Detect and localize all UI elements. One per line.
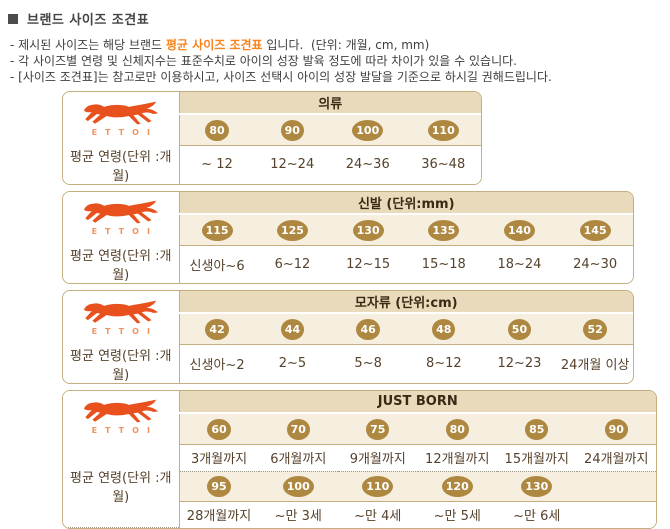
age-cell: 5~8 [330, 345, 406, 383]
empty-cell [577, 501, 657, 528]
size-badge: 140 [504, 220, 535, 241]
row-label: 평균 연령(단위 :개월) [63, 245, 179, 283]
size-badge: 130 [521, 476, 552, 497]
size-badge: 135 [428, 220, 459, 241]
brand-logo: ETTOI [63, 101, 179, 137]
age-cell: 3개월까지 [179, 444, 259, 471]
age-cell: 15개월까지 [497, 444, 577, 471]
age-row: 평균 연령(단위 :개월) 3개월까지 6개월까지 9개월까지 12개월까지 1… [63, 444, 656, 471]
size-badge: 145 [580, 220, 611, 241]
row-label: 평균 연령(단위 :개월) [63, 146, 179, 184]
age-cell: 18~24 [482, 245, 558, 283]
age-cell: ~만 4세 [338, 501, 418, 528]
age-cell: 15~18 [406, 245, 482, 283]
horse-logo-icon [77, 101, 165, 127]
empty-cell [577, 471, 657, 501]
table-header-justborn: JUST BORN [179, 391, 656, 413]
table-header-clothing: 의류 [179, 92, 481, 114]
age-cell: ~만 3세 [259, 501, 339, 528]
note-line-3: - [사이즈 조견표]는 참고로만 이용하시고, 사이즈 선택시 아이의 성장 … [10, 69, 670, 85]
age-cell: ~만 6세 [497, 501, 577, 528]
size-badge: 110 [362, 476, 393, 497]
table-header-hats: 모자류 (단위:cm) [179, 291, 633, 313]
size-badge: 100 [352, 120, 383, 141]
brand-logo-text: ETTOI [92, 427, 158, 435]
age-cell: 12~15 [330, 245, 406, 283]
size-badge: 85 [525, 419, 548, 440]
age-cell: 24개월 이상 [557, 345, 633, 383]
size-badge: 125 [277, 220, 308, 241]
size-badge: 80 [446, 419, 469, 440]
size-badge: 115 [202, 220, 233, 241]
brand-logo-cell: ETTOI [63, 192, 179, 246]
age-cell: ~ 12 [179, 146, 255, 184]
section-title-row: 브랜드 사이즈 조견표 [8, 9, 670, 28]
horse-logo-icon [77, 300, 165, 326]
age-row: 평균 연령(단위 :개월) 신생아~2 2~5 5~8 8~12 12~23 2… [63, 345, 633, 383]
note-line-1: - 제시된 사이즈는 해당 브랜드 평균 사이즈 조견표 입니다. (단위: 개… [10, 37, 670, 53]
size-badge: 42 [205, 319, 228, 340]
brand-logo-text: ETTOI [92, 328, 158, 336]
size-badge: 120 [442, 476, 473, 497]
age-cell: 신생아~6 [179, 245, 255, 283]
size-badge: 52 [583, 319, 606, 340]
age-cell: 24개월까지 [577, 444, 657, 471]
highlight-text: 평균 사이즈 조견표 [166, 38, 263, 52]
size-badge: 70 [287, 419, 310, 440]
age-cell: ~만 5세 [418, 501, 498, 528]
size-badge: 60 [207, 419, 230, 440]
age-cell: 28개월까지 [179, 501, 259, 528]
table-header-shoes: 신발 (단위:mm) [179, 192, 633, 214]
brand-logo-text: ETTOI [92, 228, 158, 236]
brand-logo-cell: ETTOI [63, 291, 179, 345]
age-cell: 6개월까지 [259, 444, 339, 471]
brand-logo-cell: ETTOI [63, 391, 179, 445]
size-badge: 50 [508, 319, 531, 340]
horse-logo-icon [77, 200, 165, 226]
size-table-shoes: ETTOI 신발 (단위:mm) 115 125 130 135 140 145… [62, 191, 634, 285]
age-cell: 36~48 [406, 146, 482, 184]
brand-logo: ETTOI [63, 200, 179, 236]
brand-logo: ETTOI [63, 300, 179, 336]
size-table-justborn: ETTOI JUST BORN 60 70 75 80 85 90 평균 연령(… [62, 390, 657, 529]
row-label: 평균 연령(단위 :개월) [63, 444, 179, 528]
age-row: 평균 연령(단위 :개월) ~ 12 12~24 24~36 36~48 [63, 146, 481, 184]
size-badge: 100 [283, 476, 314, 497]
size-badge: 95 [207, 476, 230, 497]
page-title: 브랜드 사이즈 조견표 [27, 9, 149, 28]
age-cell: 12개월까지 [418, 444, 498, 471]
horse-logo-icon [77, 399, 165, 425]
size-badge: 130 [353, 220, 384, 241]
age-cell: 12~24 [255, 146, 331, 184]
size-badge: 44 [281, 319, 304, 340]
note-line-2: - 각 사이즈별 연령 및 신체지수는 표준수치로 아이의 성장 발육 정도에 … [10, 53, 670, 69]
size-badge: 48 [432, 319, 455, 340]
age-cell: 24~36 [330, 146, 406, 184]
age-cell: 2~5 [255, 345, 331, 383]
size-badge: 90 [281, 120, 304, 141]
age-cell: 신생아~2 [179, 345, 255, 383]
size-table-clothing: ETTOI 의류 80 90 100 110 평균 연령(단위 :개월) ~ 1… [62, 91, 482, 185]
size-badge: 110 [428, 120, 459, 141]
size-badge: 46 [356, 319, 379, 340]
age-cell: 12~23 [482, 345, 558, 383]
row-label: 평균 연령(단위 :개월) [63, 345, 179, 383]
age-cell: 24~30 [557, 245, 633, 283]
size-badge: 90 [605, 419, 628, 440]
notes-block: - 제시된 사이즈는 해당 브랜드 평균 사이즈 조견표 입니다. (단위: 개… [10, 37, 670, 85]
brand-logo-text: ETTOI [92, 129, 158, 137]
age-cell: 8~12 [406, 345, 482, 383]
age-cell: 9개월까지 [338, 444, 418, 471]
age-cell: 6~12 [255, 245, 331, 283]
size-badge: 80 [205, 120, 228, 141]
brand-logo-cell: ETTOI [63, 92, 179, 146]
size-badge: 75 [366, 419, 389, 440]
brand-logo: ETTOI [63, 399, 179, 435]
age-row: 평균 연령(단위 :개월) 신생아~6 6~12 12~15 15~18 18~… [63, 245, 633, 283]
square-bullet-icon [8, 14, 18, 24]
size-table-hats: ETTOI 모자류 (단위:cm) 42 44 46 48 50 52 평균 연… [62, 290, 634, 384]
